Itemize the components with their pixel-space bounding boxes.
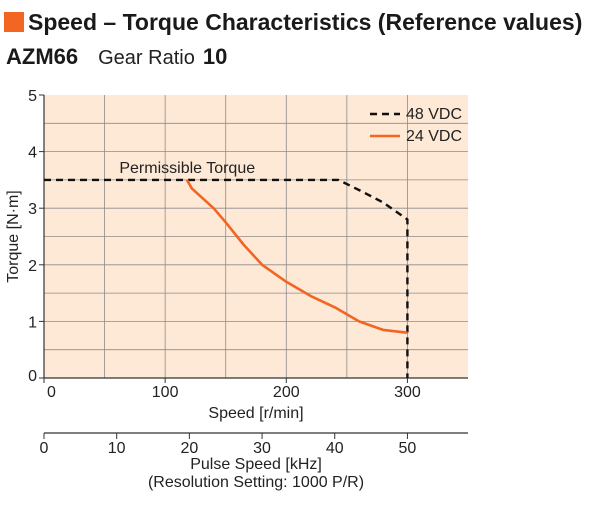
- y-tick-label: 0: [28, 368, 37, 385]
- series-line-1: [185, 179, 408, 334]
- pulse-tick-label: 20: [180, 440, 198, 457]
- series-layer: [44, 178, 409, 378]
- y-tick-label: 3: [28, 201, 37, 218]
- x-tick-label: 100: [152, 384, 179, 401]
- heading-square-icon: [4, 12, 24, 32]
- pulse-tick-label: 40: [326, 440, 344, 457]
- axis-ticks: 0 1 2 3 4 5 0 100 200 300: [28, 88, 421, 401]
- x-axis-label: Speed [r/min]: [208, 405, 303, 422]
- pulse-speed-label: Pulse Speed [kHz]: [190, 456, 322, 473]
- pulse-tick-label: 50: [399, 440, 417, 457]
- grid-lines: [43, 95, 468, 379]
- chart-heading: Speed – Torque Characteristics (Referenc…: [4, 6, 582, 38]
- x-tick-label: 0: [47, 384, 56, 401]
- y-tick-label: 5: [28, 88, 37, 105]
- series-line-0: [44, 178, 409, 378]
- pulse-tick-label: 10: [108, 440, 126, 457]
- pulse-tick-label: 0: [40, 440, 49, 457]
- legend-label-0: 48 VDC: [406, 106, 462, 123]
- gear-ratio-label: Gear Ratio: [98, 47, 195, 69]
- pulse-speed-sublabel: (Resolution Setting: 1000 P/R): [148, 474, 364, 491]
- model-info: AZM66 Gear Ratio 10: [6, 44, 227, 74]
- y-tick-label: 2: [28, 258, 37, 275]
- permissible-torque-annotation: Permissible Torque: [119, 160, 255, 177]
- y-tick-label: 4: [28, 145, 37, 162]
- pulse-speed-axis: 0 10 20 30 40 50: [40, 432, 468, 457]
- model-name: AZM66: [6, 44, 79, 69]
- legend-label-1: 24 VDC: [406, 128, 462, 145]
- y-axis-label: Torque [N·m]: [5, 190, 22, 282]
- heading-text: Speed – Torque Characteristics (Referenc…: [28, 8, 583, 35]
- gear-ratio-value: 10: [202, 44, 228, 69]
- pulse-tick-label: 30: [253, 440, 271, 457]
- x-tick-label: 300: [394, 384, 421, 401]
- legend: 48 VDC 24 VDC: [370, 106, 462, 145]
- y-tick-label: 1: [28, 314, 37, 331]
- x-tick-label: 200: [273, 384, 300, 401]
